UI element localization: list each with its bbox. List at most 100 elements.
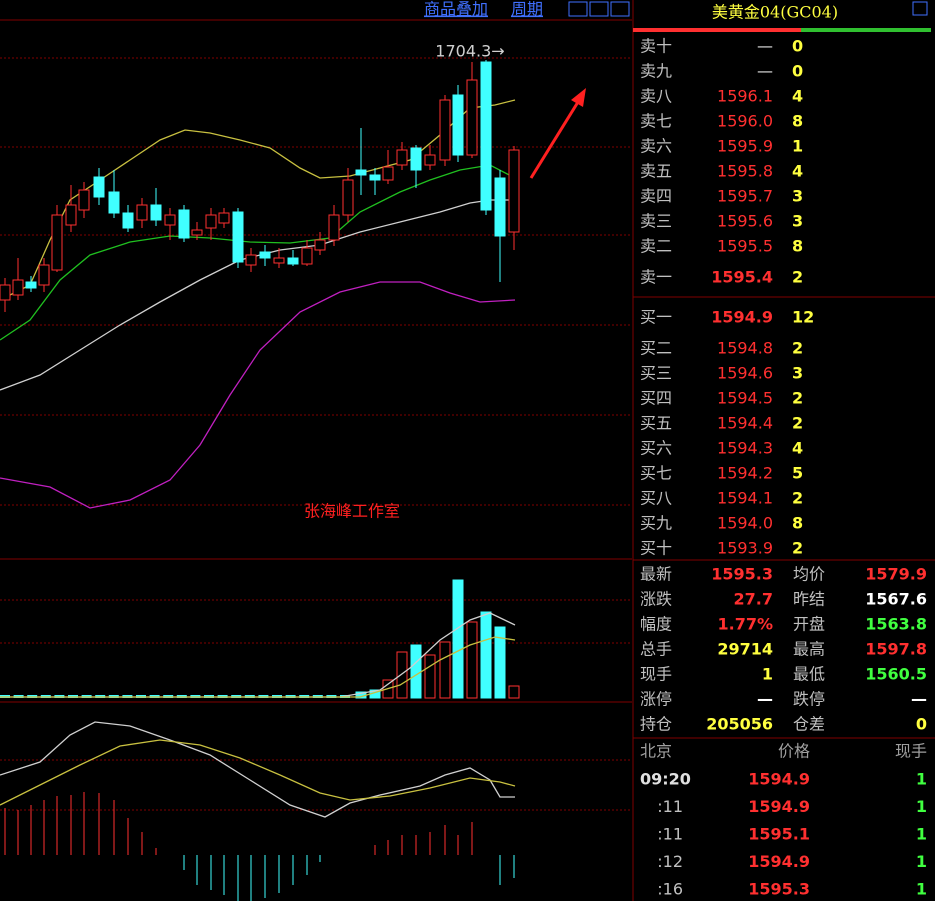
window-icon[interactable] (912, 1, 928, 16)
level-volume: 4 (792, 87, 803, 106)
tick-time: :16 (657, 880, 683, 899)
tick-time: :12 (657, 852, 683, 871)
tick-volume: 1 (916, 797, 927, 816)
stat-value: 1579.9 (865, 565, 927, 584)
level-price: 1594.9 (711, 308, 773, 327)
candle-body (65, 204, 77, 226)
candles (0, 60, 520, 312)
level-label: 买一 (640, 308, 672, 327)
level-volume: 8 (792, 237, 803, 256)
candle-body (93, 176, 105, 198)
high-label: 1704.3→ (435, 42, 504, 61)
candle-body (178, 209, 190, 239)
quote-title: 美黄金04(GC04) (712, 3, 838, 22)
level-volume: 2 (792, 339, 803, 358)
candle-body (328, 214, 340, 241)
buy-bar (801, 28, 931, 32)
level-price: 1596.1 (717, 87, 773, 106)
candle-body (314, 239, 326, 251)
ticks-header: 现手 (895, 742, 927, 761)
level-volume: 2 (792, 268, 803, 287)
volume-bar (452, 579, 464, 699)
stat-label: 持仓 (640, 715, 672, 734)
candle-body (273, 257, 285, 264)
overlay-button[interactable]: 商品叠加 (424, 0, 488, 19)
stat-label: 涨停 (640, 690, 672, 709)
stat-label: 昨结 (793, 590, 825, 609)
tick-volume: 1 (916, 880, 927, 899)
level-price: 1595.8 (717, 162, 773, 181)
level-label: 买六 (640, 439, 672, 458)
candle-body (424, 154, 436, 166)
ticks-header: 北京 (640, 742, 672, 761)
level-volume: 12 (792, 308, 814, 327)
stat-value: 1567.6 (865, 590, 927, 609)
level-price: 1594.1 (717, 489, 773, 508)
period-button[interactable]: 周期 (511, 0, 543, 19)
candle-body (396, 149, 408, 166)
stat-value: 1597.8 (865, 640, 927, 659)
candle-body (466, 79, 478, 156)
candle-body (108, 191, 120, 214)
level-price: 1595.9 (717, 137, 773, 156)
volume-bar (480, 611, 492, 699)
candle-body (0, 284, 11, 301)
stat-label: 均价 (793, 565, 825, 584)
candle-body (25, 281, 37, 289)
volume-bar (508, 685, 520, 699)
level-label: 卖二 (640, 237, 672, 256)
stat-label: 仓差 (793, 715, 825, 734)
level-volume: 2 (792, 414, 803, 433)
candle-body (259, 251, 271, 259)
level-price: 1594.0 (717, 514, 773, 533)
level-label: 买二 (640, 339, 672, 358)
candle-body (164, 214, 176, 226)
level-volume: 0 (792, 37, 803, 56)
stat-value: 1 (762, 665, 773, 684)
candle-body (12, 279, 24, 296)
level-label: 买九 (640, 514, 672, 533)
level-price: 1594.4 (717, 414, 773, 433)
level-label: 买八 (640, 489, 672, 508)
level-price: 1594.3 (717, 439, 773, 458)
level-label: 买三 (640, 364, 672, 383)
macd-lines (0, 721, 516, 818)
level-price: — (757, 62, 773, 81)
stat-label: 涨跌 (640, 590, 672, 609)
candle-body (150, 204, 162, 221)
level-volume: 4 (792, 162, 803, 181)
candle-body (245, 254, 257, 266)
candle-body (38, 264, 50, 286)
nav-icons[interactable] (568, 1, 630, 17)
level-label: 卖八 (640, 87, 672, 106)
candle-body (480, 61, 492, 211)
tick-time: 09:20 (640, 770, 691, 789)
level-volume: 3 (792, 364, 803, 383)
tick-volume: 1 (916, 770, 927, 789)
stat-value: 1.77% (717, 615, 773, 634)
stat-label: 总手 (640, 640, 672, 659)
tick-volume: 1 (916, 852, 927, 871)
level-label: 卖一 (640, 268, 672, 287)
candle-body (205, 214, 217, 229)
candle-body (410, 147, 422, 171)
level-price: 1596.0 (717, 112, 773, 131)
quote-panel: 卖十 — 0 卖九 — 0 卖八 1596.1 4 卖七 1596.0 8 卖六 1595.9 1 卖五 159… (640, 37, 927, 899)
level-label: 卖三 (640, 212, 672, 231)
candle-body (122, 212, 134, 229)
level-price: 1595.6 (717, 212, 773, 231)
level-price: — (757, 37, 773, 56)
candle-body (508, 149, 520, 233)
level-label: 卖五 (640, 162, 672, 181)
moving-averages (0, 99, 516, 509)
level-volume: 3 (792, 212, 803, 231)
stat-label: 跌停 (793, 690, 825, 709)
volume-bar (410, 644, 422, 699)
stat-value: 29714 (717, 640, 773, 659)
stat-value: 205056 (706, 715, 773, 734)
candle-body (78, 189, 90, 211)
stat-value: — (911, 690, 927, 709)
candle-body (452, 94, 464, 156)
stat-label: 幅度 (640, 615, 672, 634)
